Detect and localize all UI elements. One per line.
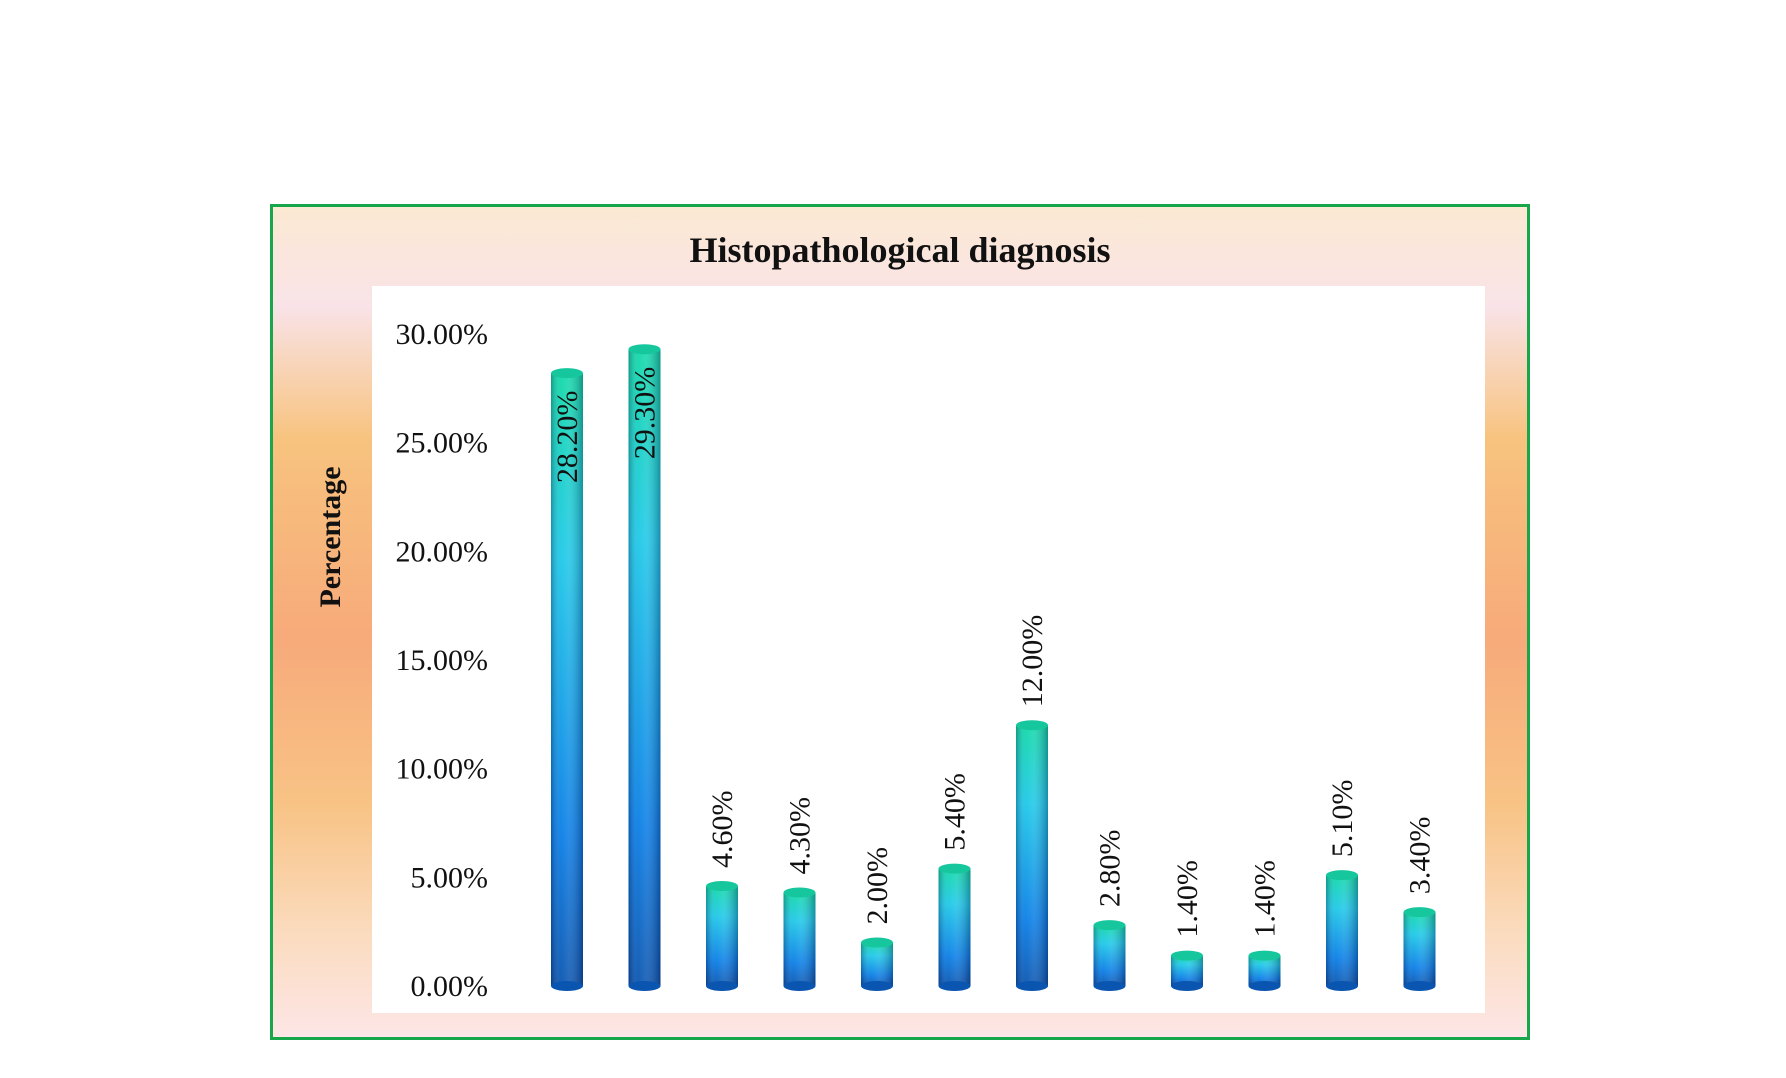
bar-shading [938,868,971,986]
bar-cap [861,937,893,948]
bar-base [551,981,583,991]
bar-shading [1093,925,1126,986]
bar-data-label: 1.40% [1171,860,1204,938]
bar [1171,950,1203,991]
bar-base [1248,981,1281,991]
bar [783,887,816,991]
bar-base [1403,981,1436,991]
y-tick-label: 15.00% [396,644,489,677]
y-tick-label: 20.00% [396,535,489,568]
bar-data-label: 4.30% [784,797,817,875]
bar-cap [551,368,583,379]
bar-data-label: 28.20% [551,391,584,484]
bar [1016,720,1048,991]
bar-shading [783,892,816,986]
chart-title: Histopathological diagnosis [689,230,1111,270]
y-tick-label: 30.00% [396,318,489,351]
bar-data-label: 3.40% [1404,817,1437,895]
bar-data-label: 12.00% [1016,615,1049,708]
plot-area: 0.00% 5.00% 10.00% 15.00% 20.00% 25.00% 30.00%… [372,286,1485,1013]
bar-chart: 0.00% 5.00% 10.00% 15.00% 20.00% 25.00% 30.00%… [396,318,1437,1003]
y-tick-label: 25.00% [396,427,489,460]
y-axis-label-container: Percentage [301,437,361,637]
bar-cap [1093,920,1126,931]
bar-cap [706,881,738,892]
bar-cap [783,887,816,898]
bar-base [938,981,971,991]
bar [706,881,738,991]
bar-data-label: 5.40% [939,773,972,851]
chart-frame: Histopathological diagnosis Percentage 0… [270,204,1530,1040]
bar-base [706,981,738,991]
bar-base [783,981,816,991]
bar-base [1326,981,1358,991]
bar [938,863,971,991]
y-tick-label: 5.00% [411,861,489,894]
bar-base [1171,981,1203,991]
bar-cap [628,344,661,355]
bar-data-label: 2.00% [861,847,894,925]
bar [628,344,661,991]
bar-base [628,981,661,991]
bar [1248,950,1281,991]
bar-data-label: 4.60% [706,791,739,869]
y-axis-label: Percentage [314,466,347,608]
bar [1326,870,1358,991]
bar [551,368,583,991]
bar-data-label: 5.10% [1326,780,1359,858]
bar-shading [1403,912,1436,986]
bar-cap [1403,907,1436,918]
bar-cap [1171,950,1203,961]
bar-base [861,981,893,991]
bar-cap [1016,720,1048,731]
bar-base [1016,981,1048,991]
bar-shading [1171,955,1203,986]
bar-data-label: 2.80% [1094,830,1127,908]
bar-base [1093,981,1126,991]
bar-cap [1248,950,1281,961]
y-tick-label: 0.00% [411,970,489,1003]
bar-shading [1326,875,1358,986]
bar-data-label: 29.30% [629,367,662,460]
bar-cap [938,863,971,874]
bar-data-label: 1.40% [1249,860,1282,938]
bar [861,937,893,991]
bar-shading [551,373,583,986]
bar [1093,920,1126,991]
bar-shading [628,349,661,986]
bar-shading [1016,725,1048,986]
bar-cap [1326,870,1358,881]
bar-shading [706,886,738,986]
bar-shading [861,942,893,986]
bar [1403,907,1436,991]
bar-shading [1248,955,1281,986]
y-tick-label: 10.00% [396,753,489,786]
